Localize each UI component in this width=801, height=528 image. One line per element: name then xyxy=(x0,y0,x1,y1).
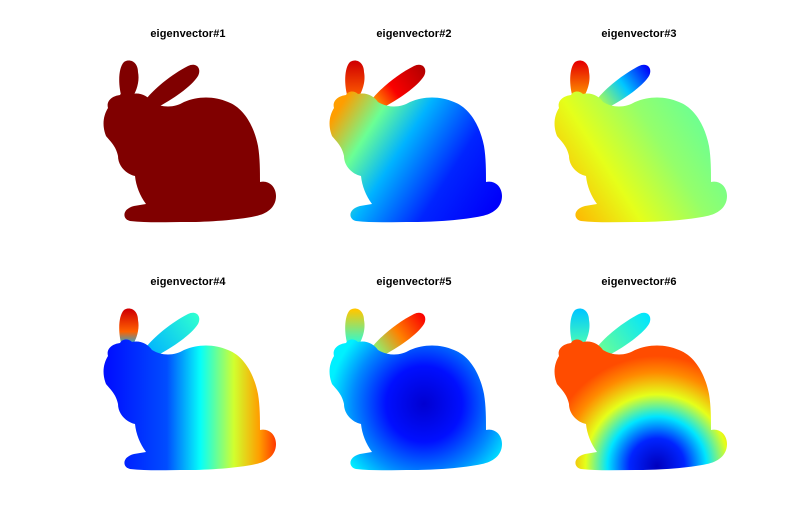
panel-eigenvector-6: eigenvector#6 xyxy=(539,276,739,476)
bunny-right-ear xyxy=(595,312,651,356)
panel-eigenvector-5: eigenvector#5 xyxy=(314,276,514,476)
panel-title: eigenvector#2 xyxy=(376,28,452,40)
bunny-mesh-plot xyxy=(103,60,276,223)
bunny-left-ear xyxy=(570,60,590,98)
panel-title: eigenvector#5 xyxy=(376,276,452,288)
bunny-body xyxy=(103,91,276,223)
bunny-mesh-plot xyxy=(554,60,727,223)
panel-eigenvector-3: eigenvector#3 xyxy=(539,28,739,228)
panel-title: eigenvector#6 xyxy=(601,276,677,288)
bunny-left-ear xyxy=(345,60,365,98)
bunny-body xyxy=(554,339,727,471)
bunny-right-ear xyxy=(144,312,200,356)
bunny-right-ear xyxy=(370,64,426,108)
bunny-left-ear xyxy=(119,60,139,98)
bunny-right-ear xyxy=(370,312,426,356)
panel-eigenvector-4: eigenvector#4 xyxy=(88,276,288,476)
bunny-left-ear xyxy=(119,308,139,346)
bunny-right-ear xyxy=(144,64,200,108)
bunny-mesh-plot xyxy=(329,308,502,471)
bunny-mesh-plot xyxy=(329,60,502,223)
panel-title: eigenvector#4 xyxy=(150,276,226,288)
bunny-body xyxy=(554,91,727,223)
bunny-left-ear xyxy=(345,308,365,346)
bunny-left-ear xyxy=(570,308,590,346)
bunny-mesh-plot xyxy=(103,308,276,471)
panel-title: eigenvector#1 xyxy=(150,28,226,40)
panel-title: eigenvector#3 xyxy=(601,28,677,40)
panel-eigenvector-1: eigenvector#1 xyxy=(88,28,288,228)
bunny-body xyxy=(103,339,276,471)
bunny-body xyxy=(329,91,502,223)
bunny-right-ear xyxy=(595,64,651,108)
panel-eigenvector-2: eigenvector#2 xyxy=(314,28,514,228)
bunny-body xyxy=(329,339,502,471)
bunny-mesh-plot xyxy=(554,308,727,471)
